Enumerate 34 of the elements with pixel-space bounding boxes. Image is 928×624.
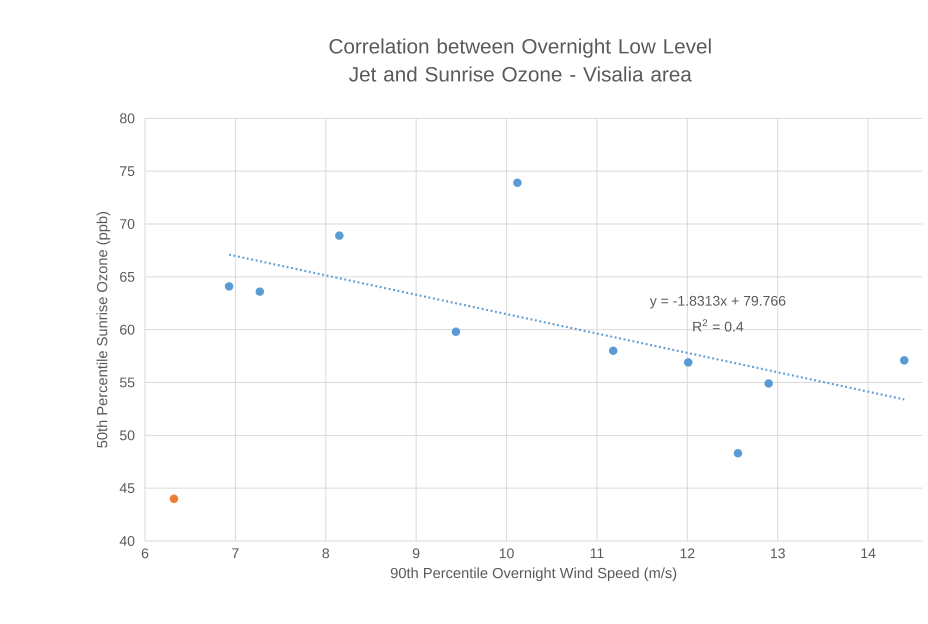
annotation: y = -1.8313x + 79.766 bbox=[650, 296, 786, 309]
x-tick-label: 10 bbox=[500, 548, 514, 558]
point bbox=[170, 494, 178, 503]
x-tick-label: 11 bbox=[590, 548, 604, 558]
chart-title: Correlation between Overnight Low Level Jet and Sunrise Ozone - Visalia area bbox=[330, 38, 711, 82]
point bbox=[764, 379, 773, 388]
point bbox=[335, 231, 344, 240]
y-tick-label: 55 bbox=[120, 378, 134, 388]
point bbox=[900, 356, 909, 365]
x-tick-label: 14 bbox=[861, 548, 876, 558]
y-tick-label: 70 bbox=[120, 219, 134, 229]
x-tick-label: 13 bbox=[770, 548, 785, 558]
y-tick-label: 80 bbox=[120, 113, 134, 124]
point bbox=[224, 282, 234, 291]
y-axis-title: 50th Percentile Sunrise Ozone (ppb) bbox=[96, 212, 110, 448]
point bbox=[734, 449, 742, 458]
x-tick-label: 8 bbox=[322, 548, 330, 558]
x-tick-label: 9 bbox=[412, 548, 420, 558]
point bbox=[684, 358, 692, 367]
point bbox=[513, 178, 522, 188]
x-tick-label: 7 bbox=[232, 548, 239, 558]
y-tick-label: 50 bbox=[120, 430, 134, 440]
y-tick-label: 65 bbox=[120, 272, 134, 282]
point bbox=[452, 328, 460, 336]
point bbox=[256, 287, 264, 296]
x-tick-label: 12 bbox=[680, 548, 694, 558]
y-tick-label: 60 bbox=[120, 324, 134, 335]
point bbox=[608, 346, 618, 356]
y-tick-label: 40 bbox=[120, 536, 134, 546]
x-axis-title: 90th Percentile Overnight Wind Speed (m/s) bbox=[390, 567, 676, 582]
x-tick-label: 6 bbox=[142, 548, 148, 558]
annotation: R$^{2}$ = 0.4 bbox=[693, 319, 744, 332]
y-tick-label: 75 bbox=[120, 166, 134, 176]
y-tick-label: 45 bbox=[120, 483, 134, 494]
